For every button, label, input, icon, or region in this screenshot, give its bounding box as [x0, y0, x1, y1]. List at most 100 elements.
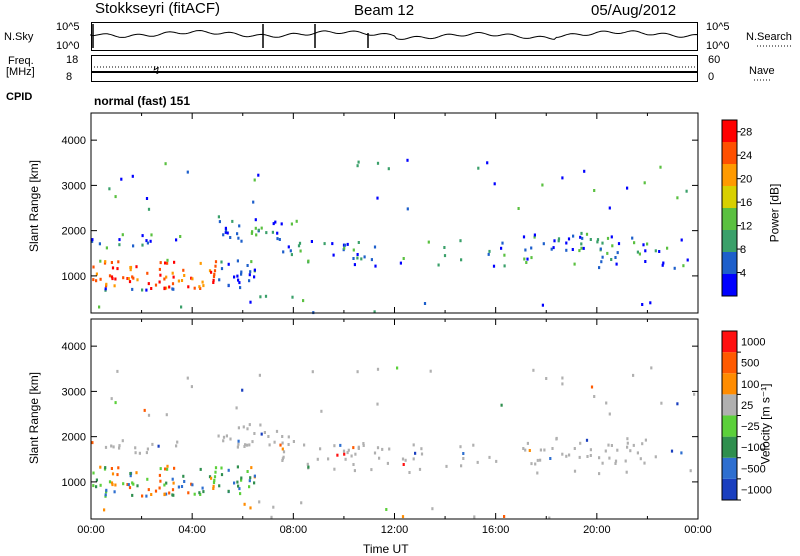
velocity-echo-cell — [103, 508, 106, 512]
power-echo-cell — [254, 226, 257, 230]
velocity-echo-cell — [141, 494, 144, 498]
power-echo-cell — [212, 275, 216, 278]
power-echo-cell — [343, 243, 347, 247]
power-echo-cell — [217, 215, 220, 219]
velocity-echo-cell — [565, 454, 568, 458]
power-echo-cell — [437, 263, 440, 267]
velocity-echo-cell — [629, 449, 632, 453]
velocity-echo-cell — [333, 467, 336, 471]
power-echo-cell — [661, 263, 664, 267]
velocity-echo-cell — [240, 478, 243, 482]
power-echo-cell — [580, 231, 583, 235]
velocity-echo-cell — [236, 445, 239, 449]
velocity-echo-cell — [650, 366, 653, 370]
velocity-echo-cell — [147, 488, 150, 492]
nave-tick-bottom: 0 — [708, 71, 715, 83]
velocity-colorbar-tick-label: −500 — [741, 463, 766, 475]
velocity-colorbar-swatch — [722, 436, 737, 458]
power-echo-cell — [202, 284, 205, 288]
power-echo-cell — [240, 270, 243, 274]
power-echo-cell — [253, 275, 256, 279]
noise-tick-top-right: 10^5 — [706, 21, 730, 33]
power-echo-cell — [271, 230, 274, 234]
velocity-colorbar-tick-label: −25 — [741, 421, 760, 433]
velocity-echo-cell — [253, 474, 256, 478]
velocity-echo-cell — [236, 465, 239, 469]
velocity-echo-cell — [114, 483, 117, 487]
power-echo-cell — [250, 260, 253, 264]
power-echo-cell — [199, 261, 202, 265]
velocity-echo-cell — [212, 487, 215, 490]
velocity-echo-cell — [187, 491, 190, 495]
velocity-echo-cell — [212, 484, 215, 488]
velocity-echo-cell — [539, 448, 542, 452]
power-echo-cell — [91, 239, 94, 243]
velocity-echo-cell — [246, 443, 249, 447]
velocity-colorbar-tick-label: 500 — [741, 358, 759, 370]
power-echo-cell — [111, 266, 115, 270]
velocity-echo-cell — [561, 382, 564, 386]
power-ytick-label: 1000 — [62, 271, 86, 283]
velocity-echo-cell — [608, 412, 611, 416]
velocity-echo-cell — [246, 470, 249, 473]
power-echo-cell — [212, 281, 215, 284]
velocity-echo-cell — [376, 446, 380, 450]
power-echo-cell — [307, 259, 310, 263]
power-colorbar-swatch — [722, 186, 737, 208]
velocity-echo-cell — [536, 471, 539, 475]
velocity-echo-cell — [177, 485, 180, 489]
velocity-echo-cell — [386, 461, 389, 465]
velocity-echo-cell — [534, 462, 537, 466]
power-echo-cell — [617, 242, 621, 246]
power-echo-cell — [236, 232, 239, 236]
velocity-echo-cell — [495, 459, 498, 463]
velocity-echo-cell — [388, 447, 391, 451]
x-tick-label: 16:00 — [482, 524, 510, 536]
power-echo-cell — [557, 239, 560, 243]
x-tick-label: 00:00 — [684, 524, 712, 536]
power-echo-cell — [636, 250, 639, 254]
power-echo-cell — [638, 252, 641, 256]
velocity-echo-cell — [134, 446, 137, 450]
velocity-echo-cell — [590, 385, 594, 389]
velocity-echo-cell — [134, 451, 137, 455]
velocity-echo-cell — [129, 474, 132, 478]
velocity-echo-cell — [561, 376, 564, 380]
power-echo-cell — [238, 281, 241, 285]
power-echo-cell — [239, 286, 242, 290]
velocity-ytick-label: 4000 — [62, 341, 86, 353]
power-echo-cell — [175, 238, 178, 242]
velocity-colorbar-swatch — [722, 352, 737, 374]
power-echo-cell — [180, 279, 184, 282]
velocity-echo-cell — [258, 373, 261, 377]
power-colorbar-tick-label: 28 — [740, 127, 752, 139]
velocity-echo-cell — [561, 452, 564, 456]
velocity-echo-cell — [626, 441, 629, 445]
velocity-echo-cell — [225, 434, 228, 438]
velocity-echo-cell — [414, 451, 417, 455]
power-echo-cell — [646, 242, 649, 246]
power-echo-cell — [212, 278, 215, 282]
power-echo-cell — [299, 249, 302, 253]
power-echo-cell — [259, 295, 262, 299]
power-echo-cell — [213, 269, 217, 273]
power-echo-cell — [526, 257, 529, 261]
velocity-echo-cell — [579, 441, 582, 445]
velocity-echo-cell — [227, 468, 230, 472]
power-echo-cell — [257, 173, 260, 177]
power-echo-cell — [644, 249, 647, 253]
power-echo-cell — [644, 260, 647, 263]
power-echo-cell — [631, 236, 634, 240]
power-echo-cell — [132, 244, 135, 248]
power-echo-cell — [237, 236, 240, 240]
power-echo-cell — [533, 235, 536, 239]
velocity-echo-cell — [105, 488, 108, 492]
power-echo-cell — [190, 276, 193, 280]
power-echo-cell — [164, 261, 167, 265]
velocity-colorbar-tick-label: −100 — [741, 442, 766, 454]
velocity-echo-cell — [208, 475, 212, 479]
power-echo-cell — [399, 261, 402, 265]
power-echo-cell — [608, 206, 611, 210]
power-echo-cell — [356, 256, 359, 260]
power-echo-cell — [220, 267, 224, 271]
